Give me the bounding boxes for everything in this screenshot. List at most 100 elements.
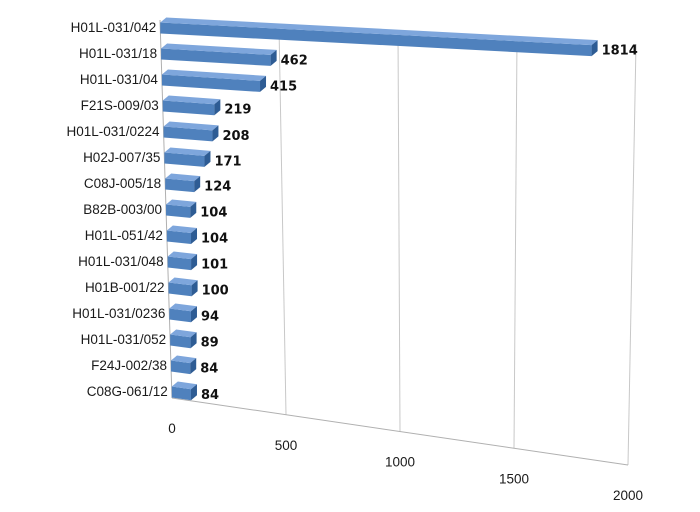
grid-layer <box>159 19 637 466</box>
category-label: H01L-031/048 <box>78 254 164 269</box>
x-tick-label: 500 <box>275 438 298 453</box>
bar <box>171 381 197 401</box>
bar-end <box>191 228 198 245</box>
bar-end <box>204 150 211 167</box>
bar-front <box>169 308 191 323</box>
bar <box>168 277 198 297</box>
value-label: 100 <box>202 284 229 299</box>
value-label: 84 <box>201 388 219 403</box>
bar-front <box>161 74 261 92</box>
value-label: 94 <box>201 310 219 325</box>
bar-end <box>194 176 201 193</box>
gridline-2000 <box>627 43 637 466</box>
bar-front <box>170 360 191 375</box>
bar <box>165 173 201 193</box>
bar-front <box>165 178 195 193</box>
bar <box>169 303 197 323</box>
bar-front <box>170 334 191 349</box>
bar-top <box>168 277 198 286</box>
value-label: 415 <box>270 79 297 94</box>
value-label: 104 <box>201 232 228 247</box>
bar-top <box>160 17 598 46</box>
gridline-1500 <box>513 37 518 449</box>
bar-front <box>168 282 192 297</box>
bar-front <box>160 22 592 57</box>
category-label: H01L-051/42 <box>85 228 163 243</box>
bar <box>162 95 221 116</box>
bar-end <box>190 358 197 375</box>
bar-end <box>214 99 221 116</box>
bar-end <box>190 306 197 323</box>
bar-end <box>190 201 197 218</box>
bar-top <box>170 355 197 364</box>
x-tick-label: 2000 <box>613 488 643 503</box>
category-label: F21S-009/03 <box>81 98 159 113</box>
category-label: H01L-031/052 <box>81 332 167 347</box>
value-label: 171 <box>214 154 241 169</box>
bar-front <box>162 100 215 116</box>
bar-top <box>165 173 201 182</box>
bar-front <box>164 152 205 167</box>
value-label: 219 <box>224 103 251 118</box>
value-label: 104 <box>200 205 227 220</box>
bar-front <box>163 126 213 142</box>
bar <box>170 355 197 375</box>
category-label: F24J-002/38 <box>91 358 167 373</box>
category-label: B82B-003/00 <box>83 202 162 217</box>
bar-top <box>162 95 221 105</box>
bar <box>161 69 267 92</box>
bar <box>166 199 197 218</box>
category-label: C08J-005/18 <box>84 176 161 191</box>
bar-front <box>171 386 191 401</box>
bar-end <box>591 40 598 57</box>
bar <box>170 329 197 349</box>
category-label: H02J-007/35 <box>83 150 160 165</box>
value-label: 208 <box>222 129 249 144</box>
value-label: 124 <box>204 180 231 195</box>
bar-end <box>190 332 197 349</box>
bar-top <box>171 381 197 390</box>
value-label: 101 <box>201 258 228 273</box>
value-label: 89 <box>201 336 219 351</box>
bar <box>160 17 598 57</box>
category-label: H01L-031/18 <box>79 46 157 61</box>
bar <box>166 225 198 245</box>
value-label: 462 <box>281 53 308 68</box>
label-layer: 0 500 1000 1500 2000 1814 H01L-031/042 462 H01L-… <box>66 20 643 503</box>
x-tick-label: 1000 <box>385 455 415 470</box>
category-label: H01L-031/0224 <box>66 124 160 139</box>
bar-end <box>191 280 198 297</box>
category-label: H01L-031/0236 <box>72 306 165 321</box>
bar <box>163 121 219 142</box>
gridline-500 <box>278 25 287 415</box>
bar-end <box>260 75 267 92</box>
category-label: H01B-001/22 <box>85 280 165 295</box>
category-label: H01L-031/04 <box>80 72 159 87</box>
x-tick-label: 1500 <box>499 471 529 486</box>
bar-top <box>169 303 197 312</box>
value-label: 84 <box>200 362 218 377</box>
bar-front <box>161 48 271 66</box>
bar-top <box>161 69 267 81</box>
bar-top <box>163 121 219 131</box>
x-tick-label: 0 <box>168 421 176 436</box>
bar-top <box>161 43 277 55</box>
bar-front <box>166 204 191 218</box>
bar-front <box>167 256 192 271</box>
bar-end <box>191 254 198 271</box>
bar-top <box>170 329 197 338</box>
bar-front <box>166 230 192 245</box>
category-label: C08G-061/12 <box>87 384 168 399</box>
bar <box>161 43 277 66</box>
bar-end <box>270 49 277 66</box>
value-label: 1814 <box>602 44 638 59</box>
bar-end <box>190 384 197 401</box>
bar <box>167 251 198 271</box>
category-label: H01L-031/042 <box>71 20 157 35</box>
gridline-1000 <box>397 31 401 432</box>
bar-top <box>167 251 198 260</box>
bar <box>164 147 211 167</box>
bar-layer <box>160 17 598 401</box>
bar-top <box>166 225 198 234</box>
